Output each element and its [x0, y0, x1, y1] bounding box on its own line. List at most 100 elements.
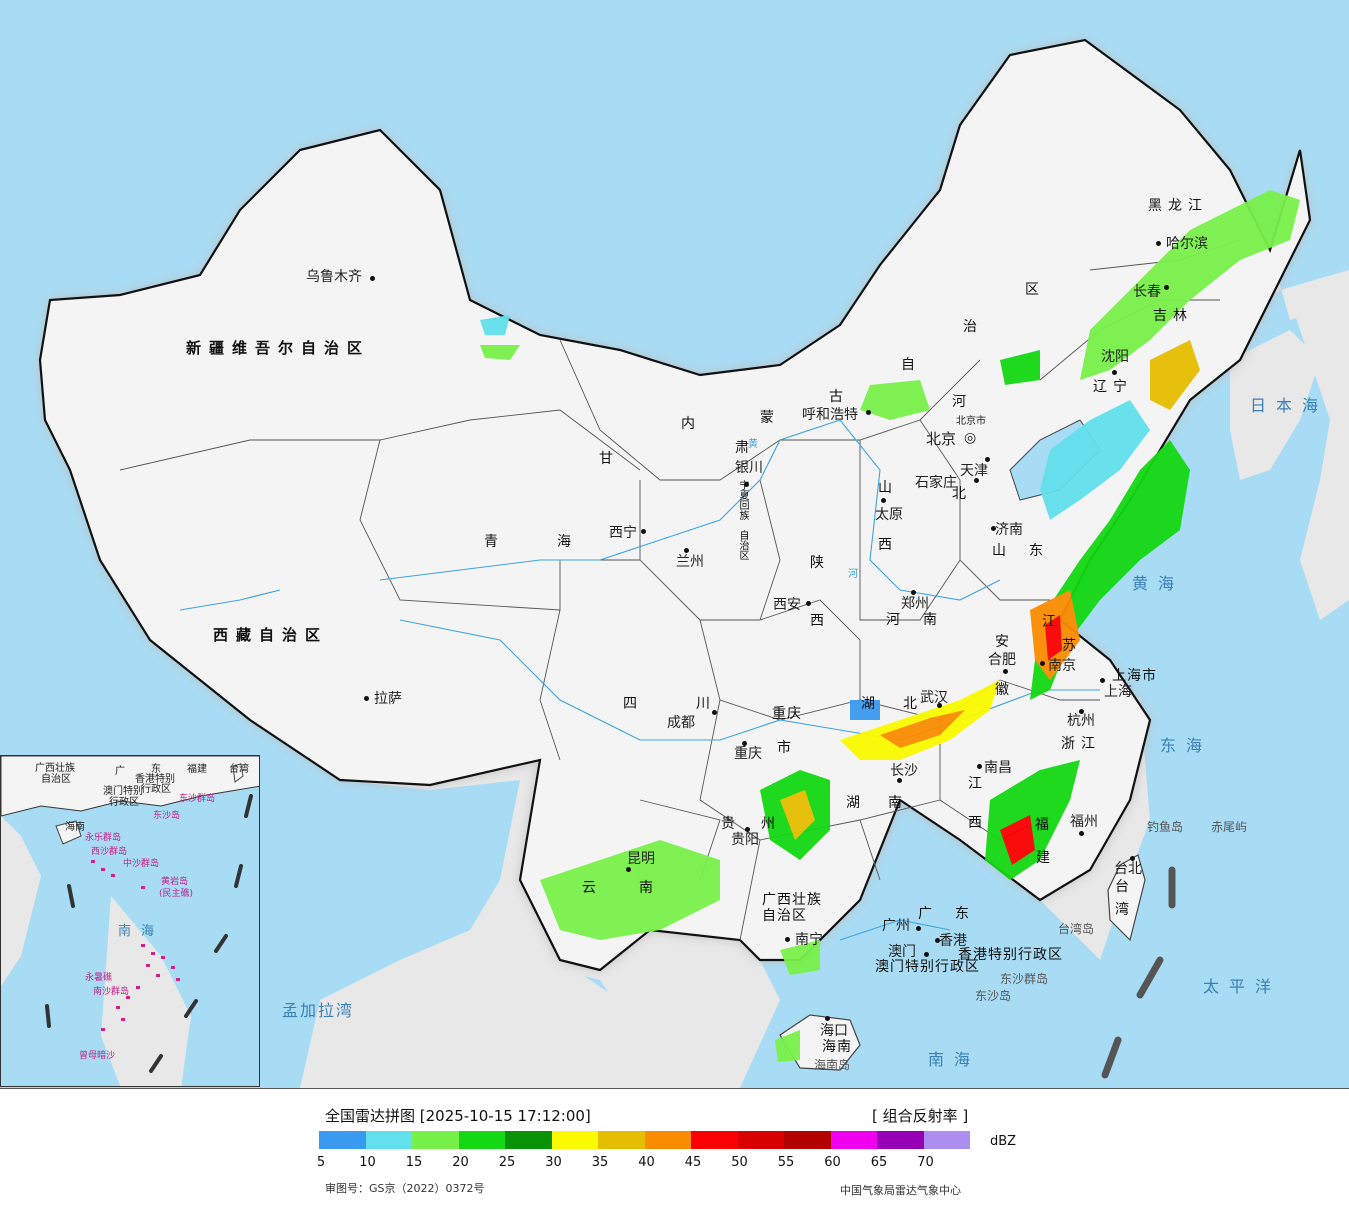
river-label-huanghe-2: 河 [848, 569, 858, 580]
city-dot-shenyang [1112, 370, 1117, 375]
city-dot-zhengzhou [911, 590, 916, 595]
province-label-heilongjiang: 黑龙江 [1148, 198, 1208, 214]
city-label-lanzhou: 兰州 [676, 554, 704, 570]
sea-label-east-sea: 东海 [1160, 736, 1213, 755]
legend-tick-label: 20 [452, 1155, 469, 1170]
city-dot-taipei [1130, 856, 1135, 861]
inset-label-macau: 澳门特别 [103, 786, 143, 797]
province-label-shanxi-1: 山 [878, 480, 898, 496]
province-label-hainan: 海南 [822, 1039, 852, 1055]
province-label-sichuan-1: 四 [623, 696, 643, 712]
province-label-neimenggu-4: 自 [901, 357, 921, 373]
legend-color-bar [319, 1131, 970, 1149]
province-label-fujian-2: 建 [1036, 850, 1056, 866]
legend-tick-label: 70 [917, 1155, 934, 1170]
city-label-hangzhou: 杭州 [1067, 713, 1095, 729]
inset-label-dongsha: 东沙群岛 [179, 794, 216, 804]
legend-tick-label: 55 [777, 1155, 795, 1170]
legend-tick-label: 15 [405, 1155, 423, 1170]
capital-label: 北京 [926, 430, 957, 448]
inset-label-huangyan2: (民主礁) [159, 889, 194, 899]
city-label-taiyuan: 太原 [875, 507, 903, 523]
city-label-haikou: 海口 [820, 1023, 848, 1039]
city-label-nanchang: 南昌 [984, 760, 1012, 776]
province-label-guizhou-1: 贵 [721, 816, 741, 832]
province-label-shanxi-2: 西 [878, 537, 898, 553]
province-label-guizhou-2: 州 [761, 816, 781, 832]
city-dot-macau [924, 952, 929, 957]
city-label-guangzhou: 广州 [882, 918, 910, 934]
inset-label-nansha: 南沙群岛 [93, 987, 130, 997]
legend-tick-label: 65 [870, 1155, 888, 1170]
city-dot-nanning [785, 937, 790, 942]
province-label-sichuan-2: 川 [696, 696, 716, 712]
legend-tick-label: 45 [684, 1155, 702, 1170]
province-label-shandong-2: 东 [1029, 543, 1049, 559]
city-dot-hangzhou [1079, 709, 1084, 714]
province-label-ningxia-2: 自治区 [737, 530, 748, 560]
city-label-harbin: 哈尔滨 [1166, 236, 1208, 252]
province-label-neimenggu-5: 治 [963, 319, 983, 335]
city-label-changsha: 长沙 [890, 763, 918, 779]
city-dot-kunming [626, 867, 631, 872]
city-label-jinan: 济南 [995, 522, 1023, 538]
city-label-guiyang: 贵阳 [731, 832, 759, 848]
province-label-chongqing-1: 重庆 [772, 706, 802, 722]
province-label-henan-2: 南 [923, 612, 943, 628]
city-dot-taiyuan [881, 498, 886, 503]
legend-tick-label: 60 [824, 1155, 841, 1170]
inset-label-hk: 香港特别 [135, 774, 175, 785]
inset-label-macau2: 行政区 [109, 797, 139, 808]
legend-swatch-25 [505, 1131, 552, 1149]
island-label-taiwan-island: 台湾岛 [1058, 922, 1095, 936]
city-label-changchun: 长春 [1133, 284, 1161, 300]
legend-swatch-20 [458, 1131, 505, 1149]
province-label-guangxi-2: 自治区 [762, 908, 807, 924]
sea-label-pacific: 太平洋 [1203, 977, 1282, 996]
indochina-land [300, 930, 700, 1088]
city-label-lhasa: 拉萨 [374, 691, 402, 707]
inset-label-guangxi2: 自治区 [41, 774, 71, 785]
city-label-yinchuan: 银川 [735, 460, 763, 476]
province-label-guangdong-1: 广 [918, 906, 938, 922]
inset-label-fujian: 福建 [187, 764, 207, 775]
city-label-hongkong: 香港 [939, 933, 967, 949]
inset-label-hainan: 海南 [65, 822, 85, 833]
province-label-taiwan-1: 台 [1115, 879, 1135, 895]
inset-label-dongsha2: 东沙岛 [153, 811, 181, 821]
legend-swatch-50 [737, 1131, 784, 1149]
province-label-macau-sar: 澳门特别行政区 [875, 959, 980, 975]
legend-unit: dBZ [990, 1134, 1017, 1149]
province-label-jiangsu-2: 苏 [1062, 638, 1082, 654]
inset-label-guangxi: 广西壮族 [35, 763, 75, 774]
capital-marker-icon: ◎ [964, 430, 977, 446]
city-dot-yinchuan [744, 482, 749, 487]
province-label-jiangxi-2: 西 [968, 815, 988, 831]
city-dot-haikou [825, 1016, 830, 1021]
city-label-shijiazhuang: 石家庄 [915, 475, 957, 491]
inset-label-guangdong: 广 [115, 766, 125, 777]
province-label-taiwan-2: 湾 [1115, 902, 1135, 918]
sea-label-south-sea: 南海 [928, 1050, 981, 1069]
city-dot-shanghai [1100, 678, 1105, 683]
inset-label-xisha: 西沙群岛 [91, 847, 128, 857]
city-dot-urumqi [370, 276, 375, 281]
city-label-urumqi: 乌鲁木齐 [306, 269, 362, 285]
city-dot-jinan [991, 526, 996, 531]
city-label-wuhan: 武汉 [920, 690, 948, 706]
city-dot-nanchang [977, 764, 982, 769]
beijing-city-label: 北京市 [956, 416, 986, 427]
legend-tick-label: 40 [638, 1155, 655, 1170]
sea-label-yellow-sea: 黄海 [1132, 574, 1185, 593]
bengal-bay-label: 孟加拉湾 [282, 1001, 355, 1020]
city-dot-guiyang [745, 827, 750, 832]
inset-label-yongshu: 永暑礁 [85, 973, 113, 983]
legend-swatch-30 [551, 1131, 598, 1149]
city-dot-harbin [1156, 241, 1161, 246]
city-dot-wuhan [937, 703, 942, 708]
province-label-shaanxi-2: 西 [810, 613, 830, 629]
province-label-chongqing-2: 市 [777, 740, 792, 756]
island-label-dongsha-islands: 东沙群岛 [1000, 972, 1049, 986]
inset-label-xisha2: 永乐群岛 [85, 833, 122, 843]
legend-tick-label: 30 [545, 1155, 562, 1170]
